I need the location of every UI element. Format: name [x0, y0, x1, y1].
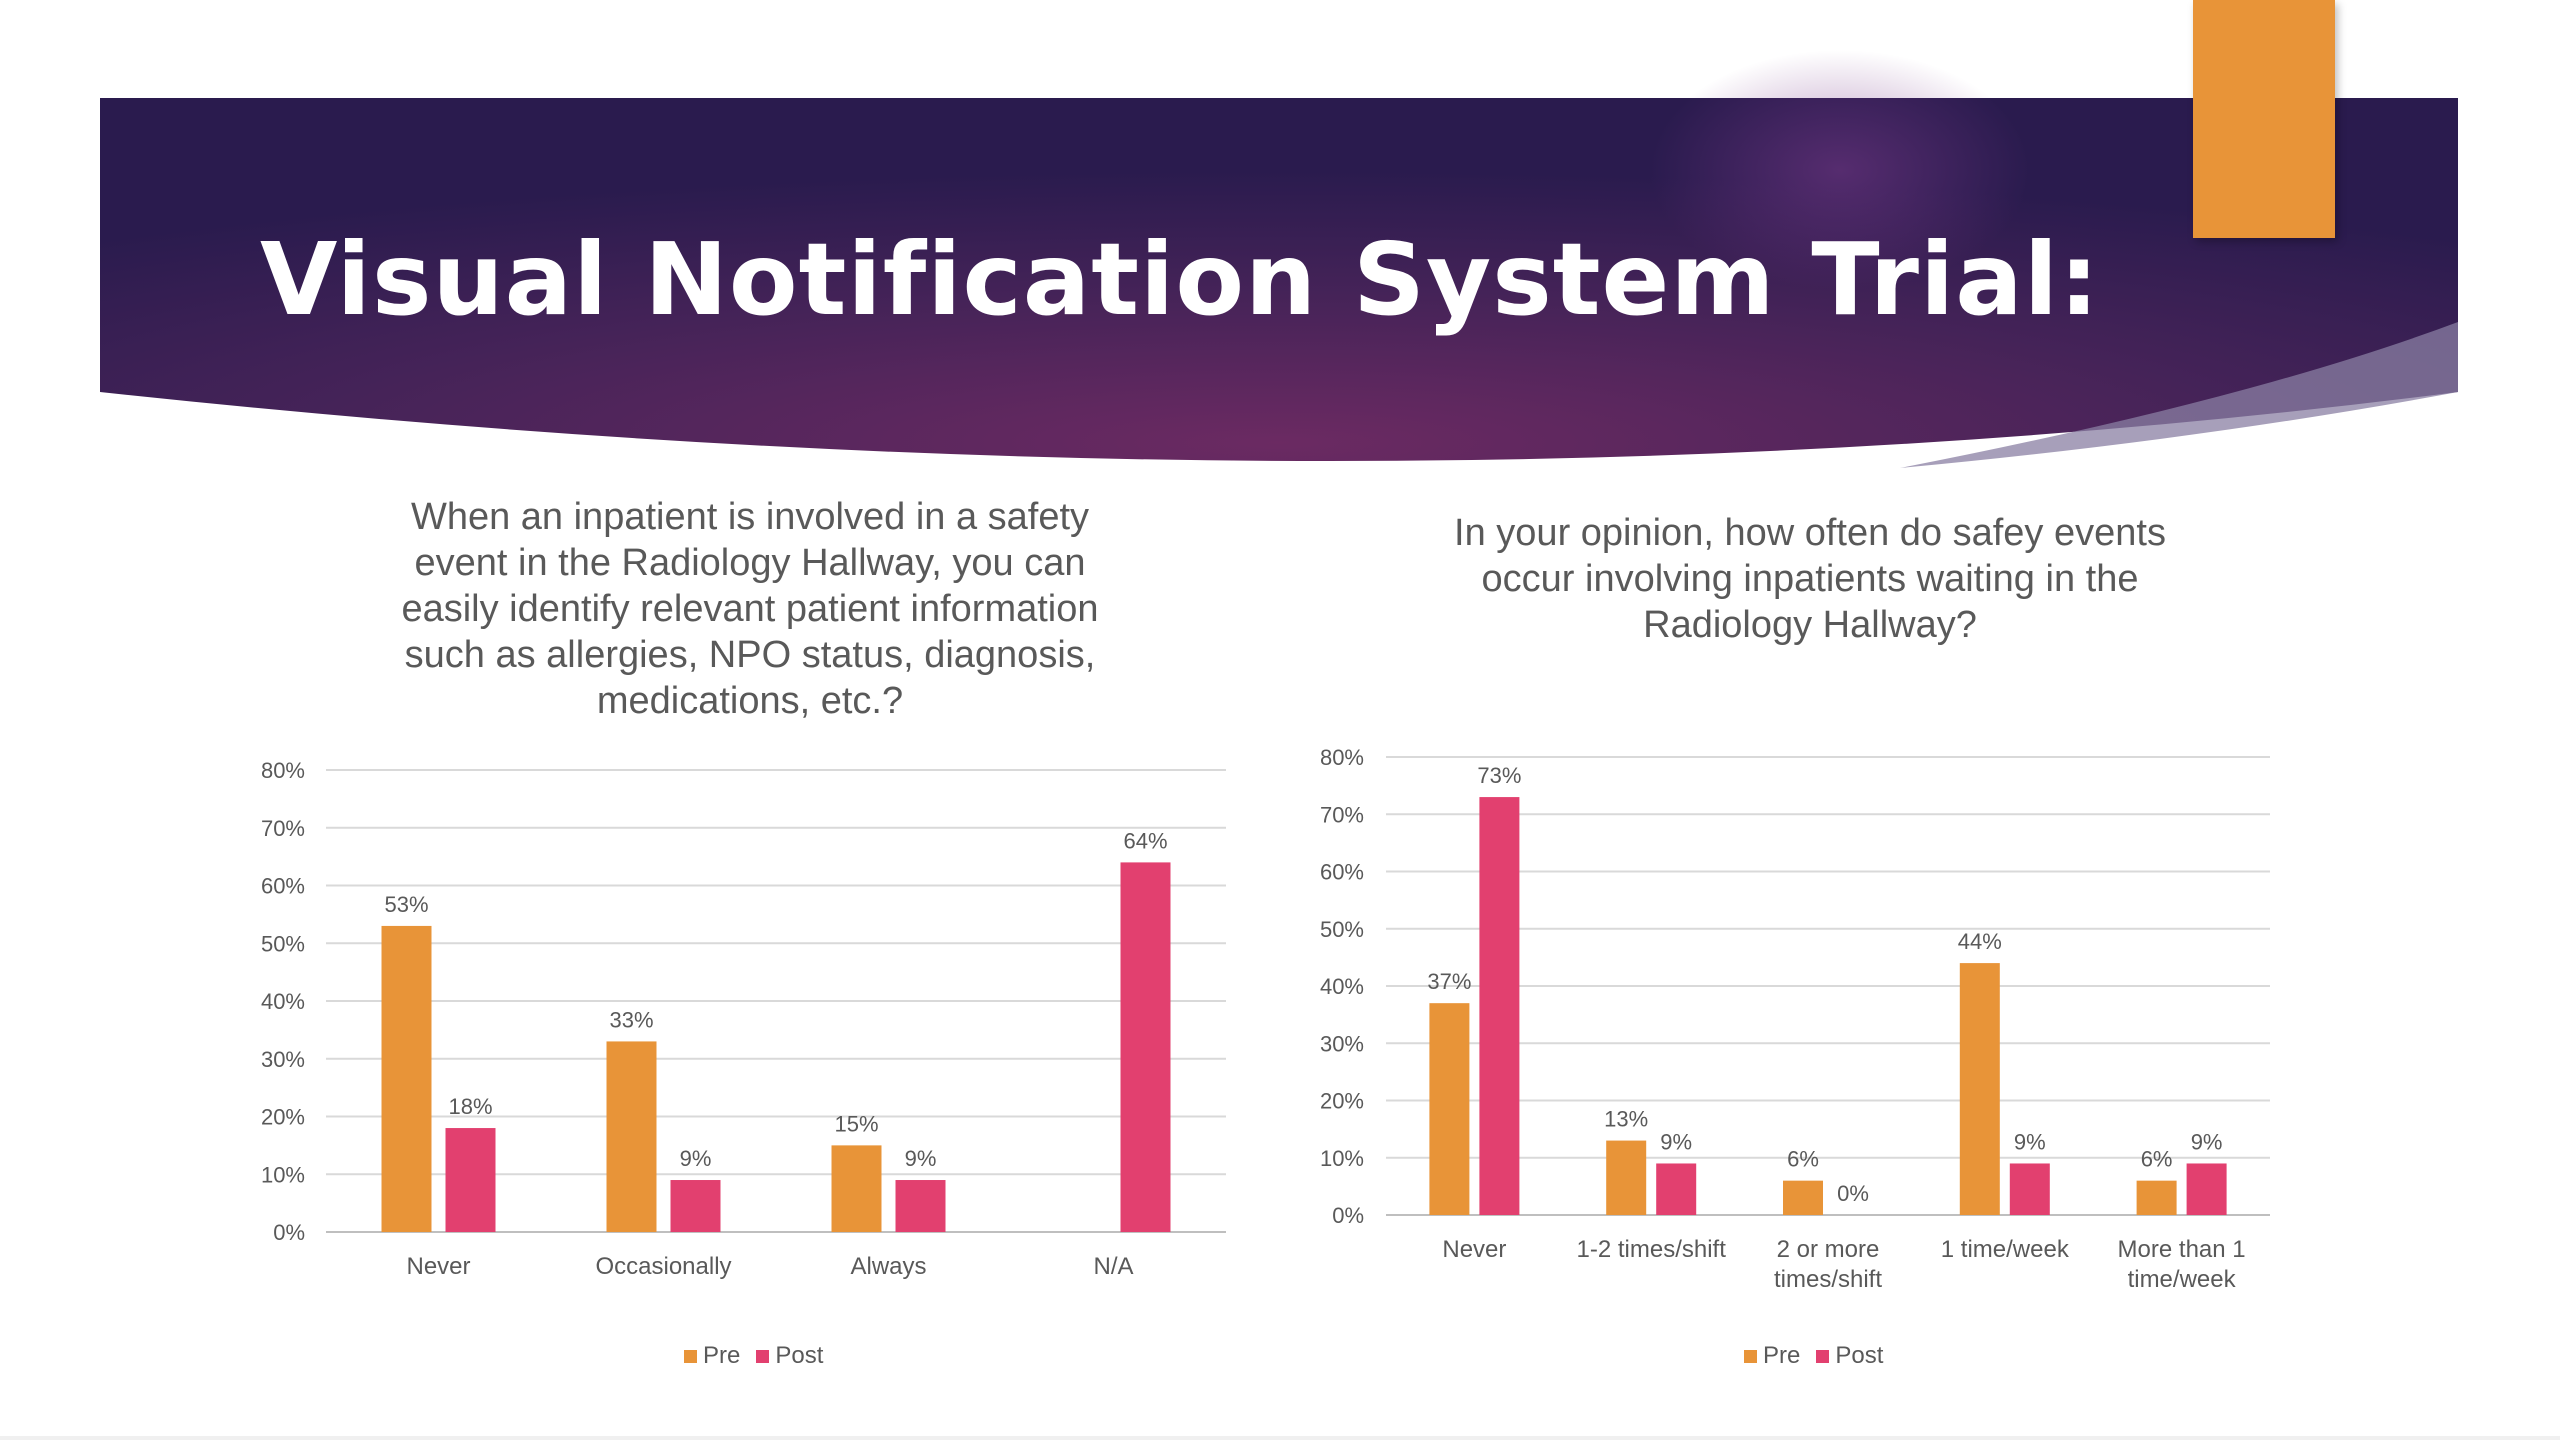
chart-1-bar-pre — [606, 1041, 657, 1232]
chart-2-data-label: 37% — [1427, 969, 1471, 994]
chart-2-title: In your opinion, how often do safey even… — [1380, 510, 2240, 648]
chart-2-bar-pre — [1429, 1003, 1470, 1215]
chart-2-y-tick-label: 0% — [1332, 1203, 1364, 1228]
chart-2-y-tick-label: 80% — [1320, 745, 1364, 770]
chart-1-bar-pre — [831, 1145, 882, 1232]
chart-1-bar-post — [895, 1180, 946, 1232]
chart-2-y-tick-label: 20% — [1320, 1089, 1364, 1114]
chart-2-bar-post — [1656, 1163, 1697, 1215]
chart-2-y-tick-label: 10% — [1320, 1146, 1364, 1171]
chart-1-data-label: 64% — [1123, 828, 1167, 853]
chart-1-y-tick-label: 20% — [261, 1105, 305, 1130]
chart-2-x-tick-label: 2 or more — [1777, 1236, 1880, 1263]
chart-2-y-tick-label: 60% — [1320, 860, 1364, 885]
chart-1-bar-post — [1120, 862, 1171, 1232]
chart-1-y-tick-label: 10% — [261, 1162, 305, 1187]
chart-1-title: When an inpatient is involved in a safet… — [340, 494, 1160, 724]
chart-1-y-tick-label: 80% — [261, 758, 305, 783]
chart-1-data-label: 53% — [384, 892, 428, 917]
legend-label-pre: Pre — [703, 1342, 741, 1369]
chart-1-x-tick-label: N/A — [1093, 1253, 1133, 1280]
chart-2-data-label: 6% — [2141, 1147, 2173, 1172]
chart-1-y-tick-label: 40% — [261, 989, 305, 1014]
chart-2-x-tick-label: 1-2 times/shift — [1577, 1236, 1727, 1263]
chart-1-legend: Pre Post — [684, 1342, 823, 1370]
chart-1-y-tick-label: 70% — [261, 816, 305, 841]
chart-2-bar-pre — [2136, 1180, 2177, 1215]
legend-swatch-pre — [1744, 1349, 1757, 1363]
chart-2-bar-pre — [1783, 1180, 1823, 1215]
legend-label-post: Post — [1835, 1342, 1884, 1369]
chart-2-title-line: occur involving inpatients waiting in th… — [1481, 558, 2139, 600]
legend-item-post: Post — [756, 1342, 823, 1370]
chart-2-x-tick-label: times/shift — [1774, 1266, 1882, 1293]
chart-1-y-tick-label: 30% — [261, 1047, 305, 1072]
chart-2-legend: Pre Post — [1744, 1342, 1883, 1370]
chart-1-data-label: 9% — [905, 1146, 937, 1171]
chart-2-y-tick-label: 30% — [1320, 1031, 1364, 1056]
chart-2-data-label: 6% — [1787, 1147, 1819, 1172]
chart-1-x-tick-label: Never — [406, 1253, 470, 1280]
legend-swatch-post — [756, 1349, 770, 1363]
chart-1-title-line: When an inpatient is involved in a safet… — [410, 496, 1090, 538]
accent-tab — [2193, 0, 2335, 238]
chart-1-data-label: 33% — [609, 1007, 653, 1032]
chart-2-bar-post — [1479, 797, 1520, 1215]
chart-2-y-tick-label: 70% — [1320, 802, 1364, 827]
chart-1-x-tick-label: Always — [850, 1253, 926, 1280]
bottom-rule — [0, 1436, 2560, 1440]
chart-2-data-label: 44% — [1958, 929, 2002, 954]
chart-2-data-label: 13% — [1604, 1107, 1648, 1132]
chart-2-y-tick-label: 40% — [1320, 974, 1364, 999]
legend-label-post: Post — [775, 1342, 824, 1369]
chart-2-x-tick-label: Never — [1442, 1236, 1506, 1263]
chart-1-bar-pre — [381, 925, 432, 1232]
chart-1-data-label: 9% — [680, 1146, 712, 1171]
chart-1-title-line: easily identify relevant patient informa… — [401, 588, 1099, 630]
chart-2-data-label: 9% — [2191, 1129, 2223, 1154]
chart-1-y-tick-label: 50% — [261, 931, 305, 956]
chart-2-x-tick-label: 1 time/week — [1941, 1236, 2070, 1263]
chart-1-y-tick-label: 0% — [273, 1220, 305, 1245]
chart-1-bar-post — [445, 1128, 496, 1232]
chart-2-y-tick-label: 50% — [1320, 917, 1364, 942]
chart-2-bar-post — [2186, 1163, 2227, 1215]
chart-2-x-tick-label: More than 1 — [2118, 1236, 2246, 1263]
chart-2-data-label: 0% — [1837, 1181, 1869, 1206]
slide-title: Visual Notification System Trial: — [260, 221, 2100, 338]
chart-1-y-tick-label: 60% — [261, 874, 305, 899]
chart-1-data-label: 15% — [834, 1111, 878, 1136]
legend-item-pre: Pre — [684, 1342, 740, 1370]
chart-1-title-line: medications, etc.? — [596, 680, 904, 722]
chart-2-title-line: In your opinion, how often do safey even… — [1454, 512, 2166, 554]
legend-swatch-post — [1816, 1349, 1830, 1363]
legend-label-pre: Pre — [1763, 1342, 1801, 1369]
chart-2-bar-pre — [1606, 1140, 1647, 1215]
chart-2-data-label: 9% — [1660, 1129, 1692, 1154]
chart-1-bar-post — [670, 1180, 721, 1232]
chart-2-x-tick-label: time/week — [2128, 1266, 2237, 1293]
chart-2-title-line: Radiology Hallway? — [1643, 604, 1977, 646]
chart-1-title-line: event in the Radiology Hallway, you can — [414, 542, 1086, 584]
chart-2-data-label: 9% — [2014, 1129, 2046, 1154]
legend-item-pre: Pre — [1744, 1342, 1800, 1370]
chart-2-bar-post — [2009, 1163, 2050, 1215]
legend-swatch-pre — [684, 1349, 697, 1363]
chart-1-title-line: such as allergies, NPO status, diagnosis… — [404, 634, 1096, 676]
chart-2-data-label: 73% — [1477, 763, 1521, 788]
chart-2-bar-pre — [1959, 963, 2000, 1215]
chart-1-data-label: 18% — [448, 1094, 492, 1119]
legend-item-post: Post — [1816, 1342, 1883, 1370]
chart-1-x-tick-label: Occasionally — [595, 1253, 731, 1280]
